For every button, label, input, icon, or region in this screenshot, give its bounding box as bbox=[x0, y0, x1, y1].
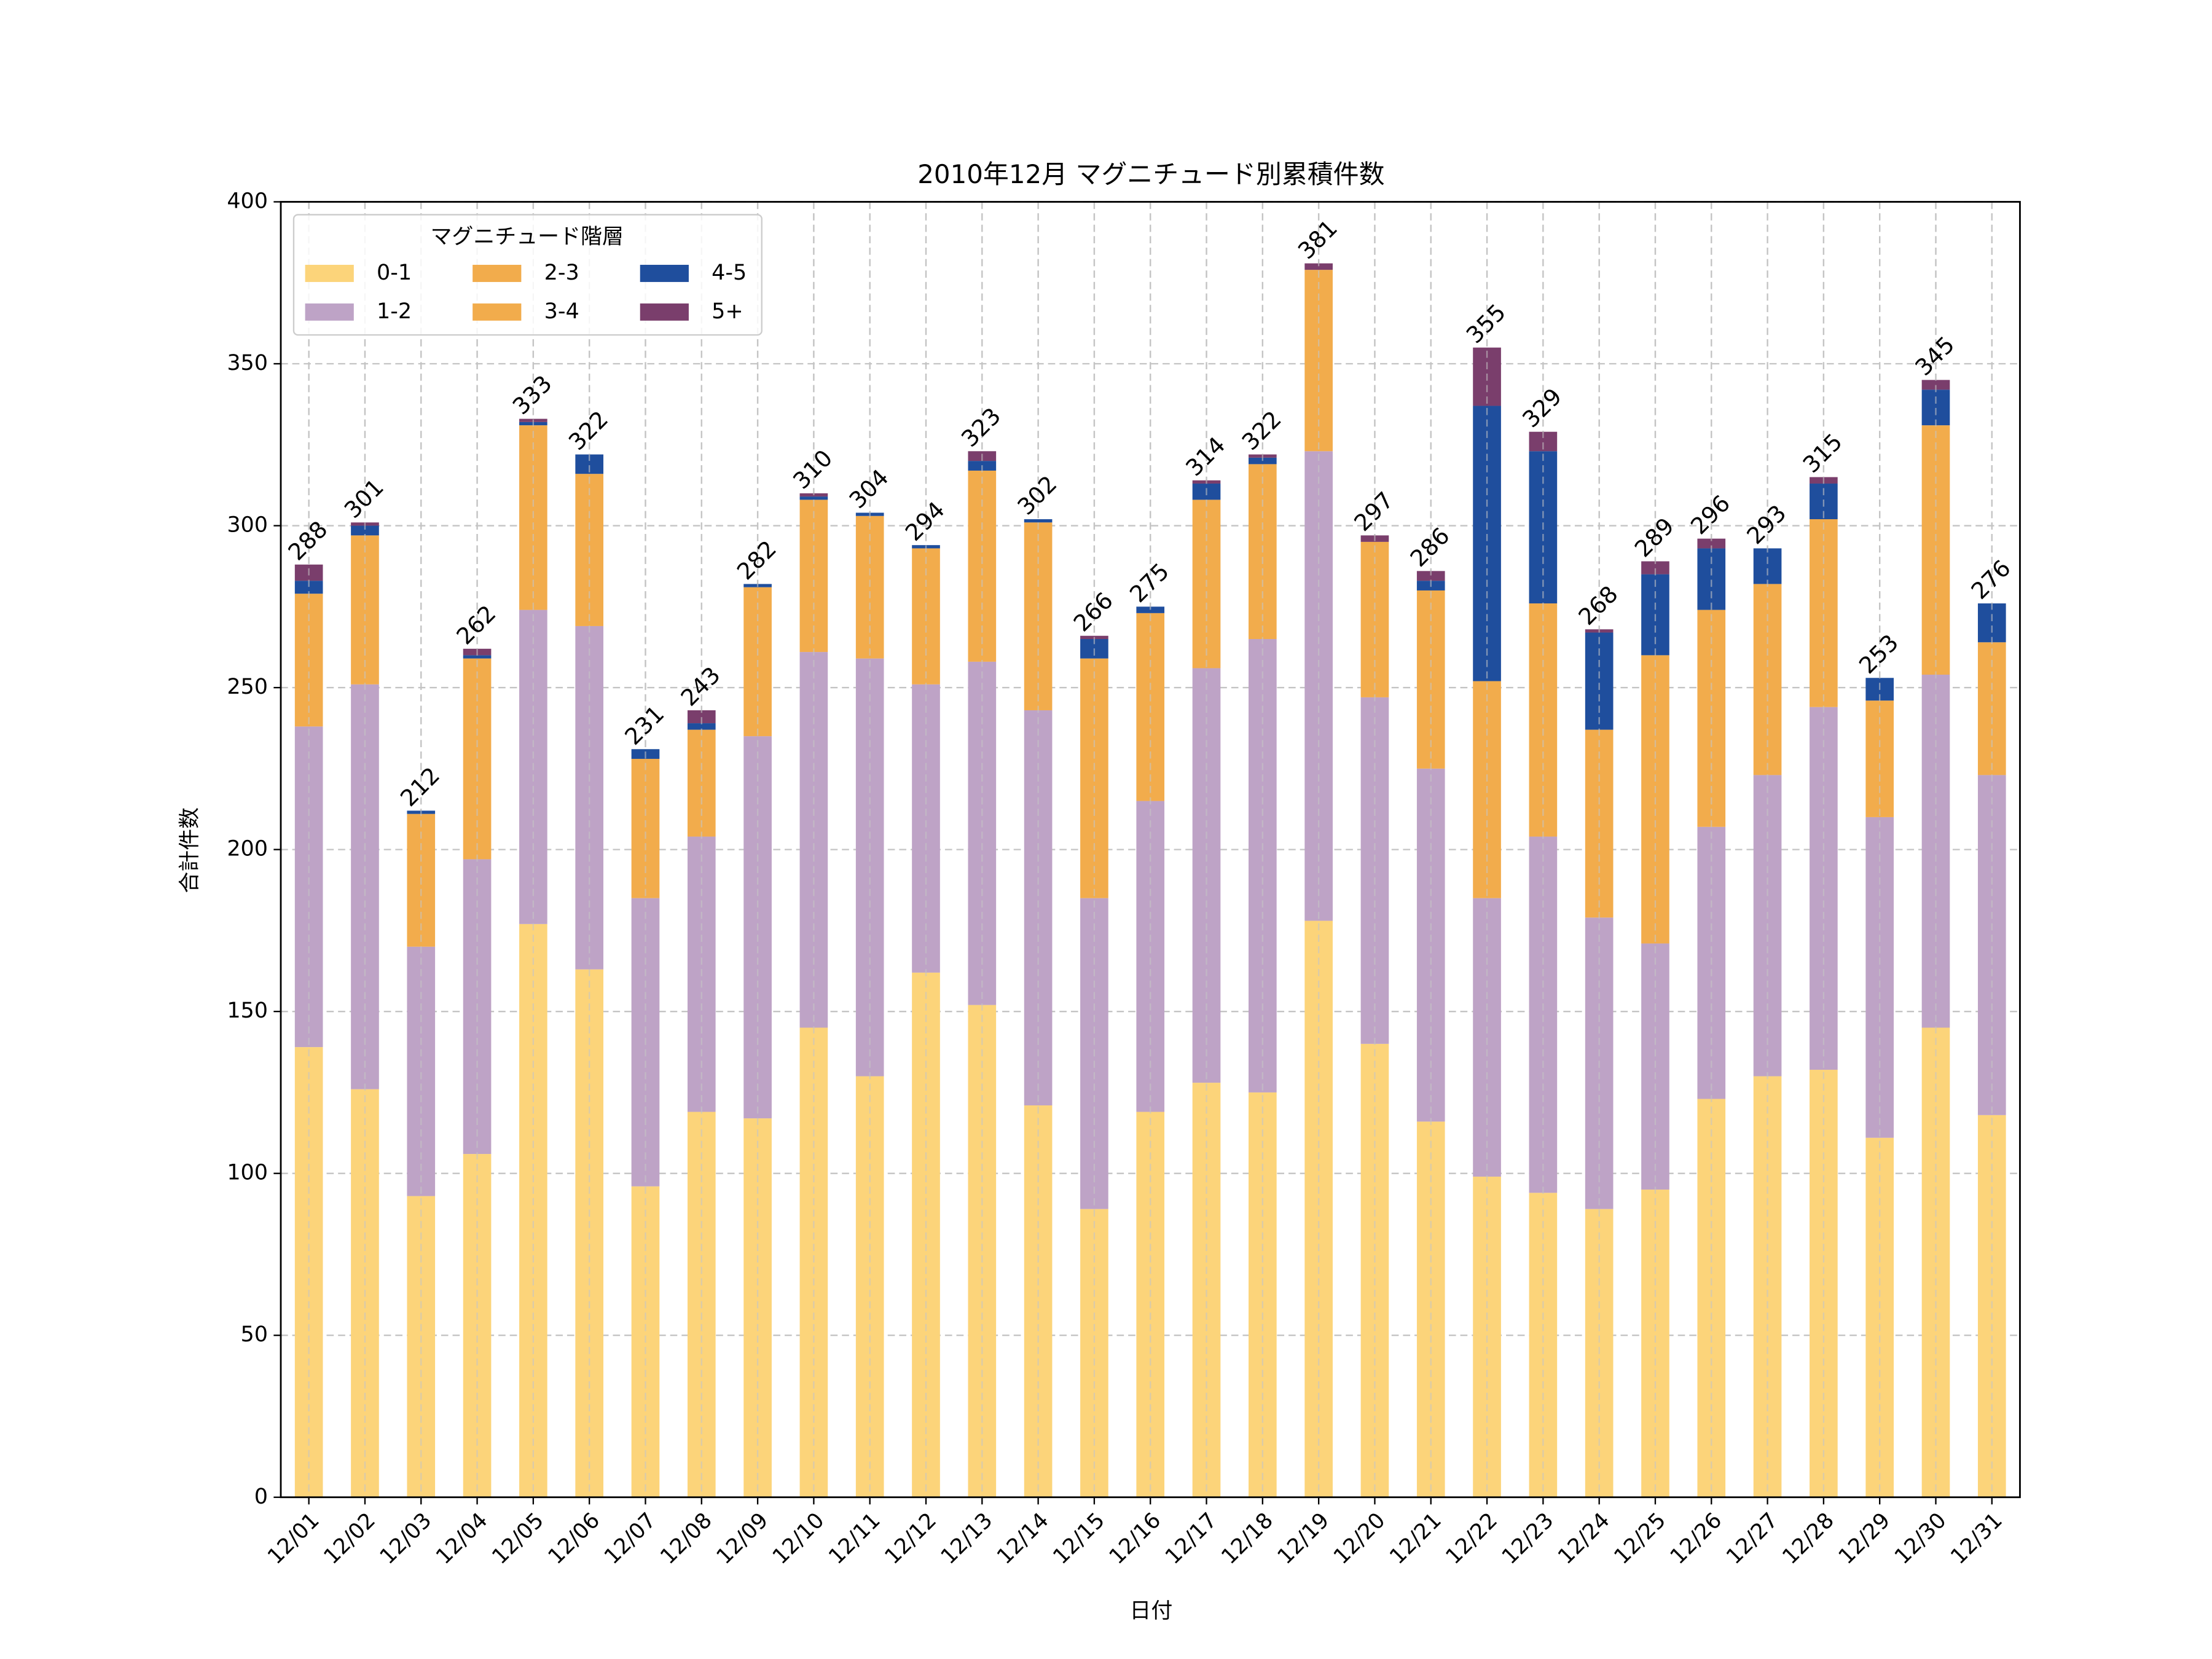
legend-swatch bbox=[305, 303, 354, 321]
bar-segment bbox=[1921, 390, 1950, 426]
legend-swatch bbox=[640, 303, 689, 321]
x-axis-label: 日付 bbox=[1129, 1599, 1172, 1623]
bar-segment bbox=[1697, 538, 1726, 549]
bar-segment bbox=[1192, 668, 1221, 1083]
legend-label: 5+ bbox=[712, 299, 743, 324]
bar-segment bbox=[1416, 1121, 1445, 1497]
chart-title: 2010年12月 マグニチュード別累積件数 bbox=[917, 159, 1384, 189]
bar-segment bbox=[351, 525, 379, 536]
y-tick-label: 50 bbox=[241, 1322, 268, 1347]
y-tick-label: 200 bbox=[227, 837, 268, 861]
y-tick-label: 150 bbox=[227, 998, 268, 1023]
bar-segment bbox=[1416, 571, 1445, 581]
bar-segment bbox=[1529, 1193, 1558, 1497]
y-tick-label: 100 bbox=[227, 1161, 268, 1185]
bar-segment bbox=[1921, 380, 1950, 390]
legend-label: 0-1 bbox=[377, 261, 412, 285]
bar-segment bbox=[1024, 519, 1053, 523]
bar-segment bbox=[631, 759, 660, 898]
bar-segment bbox=[1753, 548, 1782, 584]
bar-segment bbox=[1641, 1190, 1669, 1497]
legend-label: 2-3 bbox=[544, 261, 579, 285]
bar-segment bbox=[968, 470, 997, 662]
bar-segment bbox=[463, 655, 492, 659]
y-tick-label: 0 bbox=[254, 1484, 268, 1509]
bar-segment bbox=[687, 710, 716, 724]
legend-label: 3-4 bbox=[544, 299, 579, 324]
bar-segment bbox=[1585, 632, 1614, 730]
legend-swatch bbox=[640, 264, 689, 282]
bar-segment bbox=[799, 652, 828, 1028]
bar-segment bbox=[1977, 603, 2006, 643]
y-tick-label: 400 bbox=[227, 189, 268, 213]
y-tick-label: 250 bbox=[227, 675, 268, 699]
bar-segment bbox=[1136, 801, 1165, 1112]
bar-segment bbox=[1473, 406, 1501, 681]
legend-label: 1-2 bbox=[377, 299, 412, 324]
bar-segment bbox=[1641, 561, 1669, 575]
bar-segment bbox=[687, 729, 716, 837]
bar-segment bbox=[1136, 606, 1165, 613]
legend-swatch bbox=[473, 264, 522, 282]
legend: マグニチュード階層 0-1 1-2 2-3 3-4 4-5 5+ bbox=[292, 214, 763, 336]
legend-swatch bbox=[473, 303, 522, 321]
legend-label: 4-5 bbox=[712, 261, 747, 285]
bar-segment bbox=[687, 723, 716, 730]
bar-segment bbox=[294, 581, 323, 594]
plot-area bbox=[280, 201, 2020, 1498]
y-tick-label: 350 bbox=[227, 351, 268, 375]
bar-segment bbox=[799, 496, 828, 500]
y-tick-label: 300 bbox=[227, 513, 268, 538]
legend-swatch bbox=[305, 264, 354, 282]
bar-segment bbox=[1304, 263, 1333, 270]
y-axis-label: 合計件数 bbox=[178, 807, 202, 893]
legend-title: マグニチュード階層 bbox=[430, 225, 623, 249]
